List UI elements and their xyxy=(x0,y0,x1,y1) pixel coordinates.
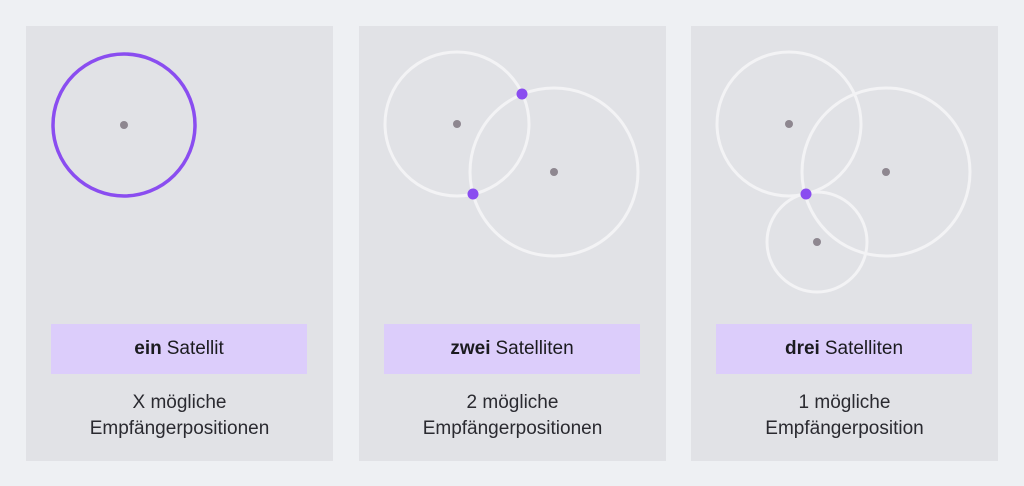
panel-caption: 1 mögliche Empfängerposition xyxy=(691,390,998,442)
satellite-dot xyxy=(550,168,558,176)
caption-line-1: 2 mögliche xyxy=(466,392,559,413)
panel-caption: 2 mögliche Empfängerpositionen xyxy=(359,390,666,442)
diagram-three-satellites xyxy=(715,50,972,294)
caption-line-2: Empfängerpositionen xyxy=(89,418,270,439)
label-rest: Satelliten xyxy=(495,338,574,359)
label-bold: zwei xyxy=(450,338,491,359)
intersection-point xyxy=(467,188,479,200)
satellite-dot xyxy=(813,238,821,246)
label-bold: drei xyxy=(784,338,820,359)
intersection-point xyxy=(516,88,528,100)
panel-label: drei Satelliten xyxy=(716,324,972,374)
caption-line-1: 1 mögliche xyxy=(798,392,891,413)
caption-line-2: Empfängerposition xyxy=(765,418,924,439)
label-bold: ein xyxy=(134,338,162,359)
caption-line-2: Empfängerpositionen xyxy=(422,418,603,439)
satellite-dot xyxy=(785,120,793,128)
label-rest: Satellit xyxy=(166,338,224,359)
satellite-range-circle xyxy=(715,50,863,198)
panel-caption: X mögliche Empfängerpositionen xyxy=(26,390,333,442)
satellite-range-circle xyxy=(468,86,640,258)
satellite-range-circle xyxy=(800,86,972,258)
caption-line-1: X mögliche xyxy=(132,392,227,413)
panel-label: ein Satellit xyxy=(51,324,307,374)
satellite-dot xyxy=(453,120,461,128)
diagram-two-satellites xyxy=(383,50,640,258)
panel-three-satellites: drei Satelliten 1 mögliche Empfängerposi… xyxy=(691,26,998,461)
panel-label: zwei Satelliten xyxy=(384,324,640,374)
satellite-range-circle xyxy=(51,52,197,198)
satellite-dot xyxy=(120,121,128,129)
satellite-range-circle xyxy=(383,50,531,198)
panel-two-satellites: zwei Satelliten 2 mögliche Empfängerposi… xyxy=(359,26,666,461)
satellite-dot xyxy=(882,168,890,176)
satellite-range-circle xyxy=(765,190,869,294)
label-rest: Satelliten xyxy=(824,338,904,359)
intersection-point xyxy=(800,188,812,200)
diagram-one-satellite xyxy=(51,52,197,198)
panel-one-satellite: ein Satellit X mögliche Empfängerpositio… xyxy=(26,26,333,461)
